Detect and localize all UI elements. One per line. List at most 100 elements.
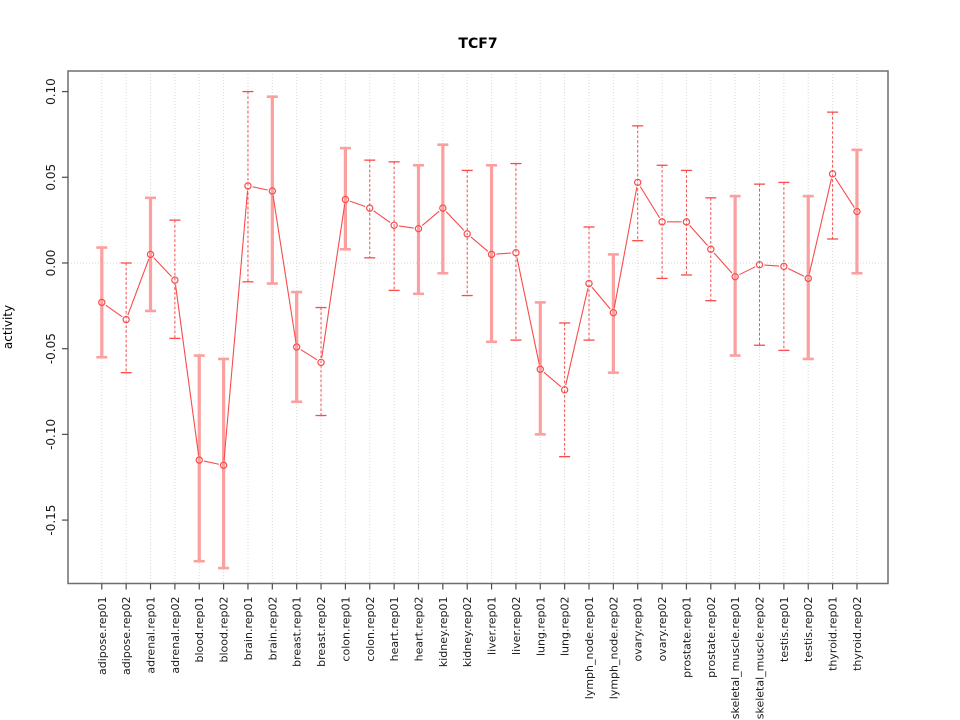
series-segment xyxy=(445,211,465,231)
series-segment xyxy=(127,258,150,316)
series-segment xyxy=(834,177,855,208)
data-point-lymph_node.rep02 xyxy=(609,308,618,317)
error-bar-heart.rep01 xyxy=(388,161,400,292)
x-tick-label: kidney.rep02 xyxy=(461,597,474,668)
data-point-heart.rep02 xyxy=(414,224,423,233)
data-point-lung.rep02 xyxy=(560,386,569,394)
error-bar-ovary.rep01 xyxy=(632,125,644,242)
data-point-breast.rep01 xyxy=(292,343,301,351)
series-segment xyxy=(398,225,414,229)
x-tick-label: blood.rep02 xyxy=(218,597,231,663)
x-tick-label: testis.rep02 xyxy=(802,597,815,662)
error-bar-thyroid.rep01 xyxy=(827,111,839,240)
error-bar-colon.rep01 xyxy=(339,146,351,251)
series-segment xyxy=(739,266,756,276)
data-point-ovary.rep02 xyxy=(658,218,666,226)
x-tick-label: adrenal.rep02 xyxy=(169,597,182,674)
data-point-colon.rep02 xyxy=(366,204,374,212)
x-tick-label: thyroid.rep02 xyxy=(851,597,864,671)
x-tick-label: adipose.rep02 xyxy=(120,597,133,676)
data-point-breast.rep02 xyxy=(317,358,325,367)
series-segment xyxy=(787,268,805,277)
data-point-blood.rep01 xyxy=(195,456,203,464)
error-bar-adipose.rep02 xyxy=(120,262,132,374)
error-bar-brain.rep02 xyxy=(266,95,278,285)
x-tick-label: adrenal.rep01 xyxy=(145,597,158,674)
error-bar-kidney.rep02 xyxy=(461,169,473,297)
error-bar-blood.rep01 xyxy=(193,354,205,563)
data-point-prostate.rep02 xyxy=(707,245,715,253)
series-segment xyxy=(203,460,220,465)
data-point-adrenal.rep02 xyxy=(171,276,179,284)
x-tick-label: lung.rep01 xyxy=(534,597,547,657)
error-bar-kidney.rep01 xyxy=(437,143,449,275)
data-point-lymph_node.rep01 xyxy=(585,279,593,288)
error-bar-testis.rep01 xyxy=(778,181,790,352)
series-segment xyxy=(272,195,297,343)
series-segment xyxy=(516,257,540,365)
error-bar-breast.rep02 xyxy=(315,306,327,417)
error-bar-breast.rep01 xyxy=(291,290,303,404)
x-tick-label: ovary.rep01 xyxy=(632,597,645,662)
error-bar-skeletal_muscle.rep02 xyxy=(754,183,766,346)
series-segment xyxy=(300,349,318,361)
x-tick-label: thyroid.rep01 xyxy=(827,597,840,671)
y-axis-title: activity xyxy=(1,304,15,350)
series-segment xyxy=(591,286,611,310)
error-bar-adipose.rep01 xyxy=(96,246,108,359)
y-tick-label: 0.10 xyxy=(44,78,58,105)
x-tick-label: testis.rep01 xyxy=(778,597,791,662)
x-tick-label: brain.rep02 xyxy=(266,597,279,661)
series-segment xyxy=(223,190,249,461)
series-segment xyxy=(613,187,638,309)
x-tick-label: skeletal_muscle.rep01 xyxy=(729,597,742,720)
error-bar-testis.rep02 xyxy=(802,194,814,361)
series-segment xyxy=(105,304,123,318)
series-segment xyxy=(565,288,589,386)
y-tick-label: 0.05 xyxy=(44,164,58,191)
data-point-blood.rep02 xyxy=(219,461,228,469)
x-tick-label: prostate.rep02 xyxy=(705,597,718,678)
x-tick-label: heart.rep01 xyxy=(388,597,401,662)
data-point-skeletal_muscle.rep01 xyxy=(731,272,739,281)
data-point-skeletal_muscle.rep02 xyxy=(755,260,764,269)
series-segment xyxy=(153,257,172,278)
x-tick-label: ovary.rep02 xyxy=(656,597,669,662)
y-tick-label: -0.05 xyxy=(44,333,58,364)
series-segment xyxy=(808,178,833,274)
x-tick-label: prostate.rep01 xyxy=(680,597,693,678)
data-point-liver.rep01 xyxy=(487,250,496,259)
data-point-testis.rep01 xyxy=(780,262,788,271)
chart-title: TCF7 xyxy=(458,36,498,52)
data-point-adipose.rep01 xyxy=(98,298,106,307)
data-point-kidney.rep02 xyxy=(463,230,471,238)
x-tick-label: lymph_node.rep01 xyxy=(583,597,596,700)
data-point-adipose.rep02 xyxy=(122,315,130,324)
series-segment xyxy=(321,204,346,358)
series-segment xyxy=(713,252,733,274)
x-tick-label: skeletal_muscle.rep02 xyxy=(754,597,767,720)
data-point-prostate.rep01 xyxy=(682,218,691,226)
data-point-liver.rep02 xyxy=(512,248,520,257)
x-tick-label: kidney.rep01 xyxy=(437,597,450,668)
error-bar-colon.rep02 xyxy=(364,159,376,259)
x-tick-label: colon.rep02 xyxy=(364,597,377,662)
data-point-thyroid.rep02 xyxy=(853,207,861,216)
data-point-kidney.rep01 xyxy=(439,204,447,212)
series-segment xyxy=(639,186,661,219)
x-tick-label: lung.rep02 xyxy=(559,597,572,657)
x-tick-label: breast.rep01 xyxy=(291,597,304,667)
error-bar-adrenal.rep01 xyxy=(145,196,157,313)
y-tick-label: -0.10 xyxy=(44,419,58,450)
series-segment xyxy=(174,284,200,456)
data-point-testis.rep02 xyxy=(804,274,812,283)
series-segment xyxy=(764,264,780,267)
x-tick-label: colon.rep01 xyxy=(339,597,352,662)
error-bar-heart.rep02 xyxy=(412,163,424,296)
error-bar-ovary.rep02 xyxy=(656,164,668,280)
error-bar-blood.rep02 xyxy=(218,357,230,570)
data-point-brain.rep01 xyxy=(244,182,252,190)
error-bar-thyroid.rep02 xyxy=(851,148,863,275)
series-segment xyxy=(543,371,562,388)
